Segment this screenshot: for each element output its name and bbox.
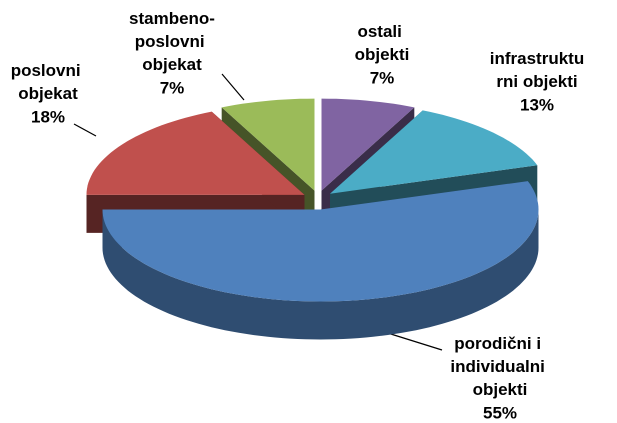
slice-top [330, 110, 538, 194]
data-label-line: stambeno- [129, 9, 215, 28]
slice-top [102, 181, 539, 302]
slice [102, 181, 539, 340]
data-label-line: objekti [473, 380, 528, 399]
data-label-line: individualni [450, 357, 549, 376]
data-label-value: 55% [483, 403, 517, 422]
slice-top [321, 98, 415, 191]
data-label-line: objekat [18, 84, 78, 103]
data-label-line: porodični i [454, 334, 546, 353]
data-label: infrastruktu rni objekti [490, 49, 584, 91]
leader-line [73, 123, 97, 137]
slice-top [86, 111, 305, 195]
data-label-value: 13% [520, 95, 554, 114]
data-label-value: 7% [370, 68, 395, 87]
data-label-line: poslovni [11, 61, 86, 80]
slice-top [221, 98, 315, 191]
data-label-line: ostali [357, 22, 406, 41]
slice-wall [102, 209, 539, 340]
data-label: ostali objekti [355, 22, 410, 64]
data-label: porodični i individualni objekti [450, 334, 549, 399]
data-label: stambeno-poslovni objekat [129, 9, 215, 74]
data-label: poslovni objekat [11, 61, 86, 103]
data-label-value: 7% [160, 78, 185, 97]
data-label-line: rni objekti [496, 72, 577, 91]
data-label-line: objekti [355, 45, 410, 64]
data-label-line: objekat [142, 55, 202, 74]
data-label-line: poslovni [135, 32, 210, 51]
data-label-line: infrastruktu [490, 49, 584, 68]
leader-line [221, 73, 245, 101]
data-label-value: 18% [31, 107, 65, 126]
